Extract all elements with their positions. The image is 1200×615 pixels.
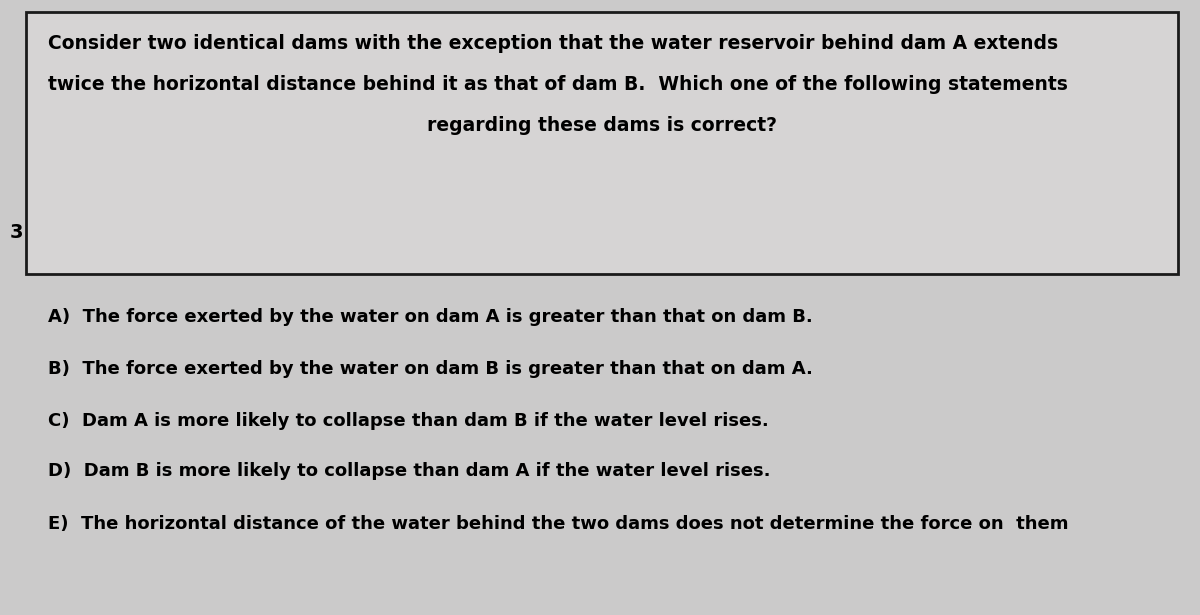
Text: 3: 3: [10, 223, 23, 242]
Text: Consider two identical dams with the exception that the water reservoir behind d: Consider two identical dams with the exc…: [48, 34, 1058, 53]
Text: regarding these dams is correct?: regarding these dams is correct?: [427, 116, 778, 135]
Text: B)  The force exerted by the water on dam B is greater than that on dam A.: B) The force exerted by the water on dam…: [48, 360, 812, 378]
FancyBboxPatch shape: [26, 12, 1178, 274]
Text: twice the horizontal distance behind it as that of dam B.  Which one of the foll: twice the horizontal distance behind it …: [48, 75, 1068, 94]
Text: D)  Dam B is more likely to collapse than dam A if the water level rises.: D) Dam B is more likely to collapse than…: [48, 462, 770, 480]
Text: A)  The force exerted by the water on dam A is greater than that on dam B.: A) The force exerted by the water on dam…: [48, 308, 812, 325]
Text: C)  Dam A is more likely to collapse than dam B if the water level rises.: C) Dam A is more likely to collapse than…: [48, 412, 769, 430]
Text: E)  The horizontal distance of the water behind the two dams does not determine : E) The horizontal distance of the water …: [48, 515, 1068, 533]
